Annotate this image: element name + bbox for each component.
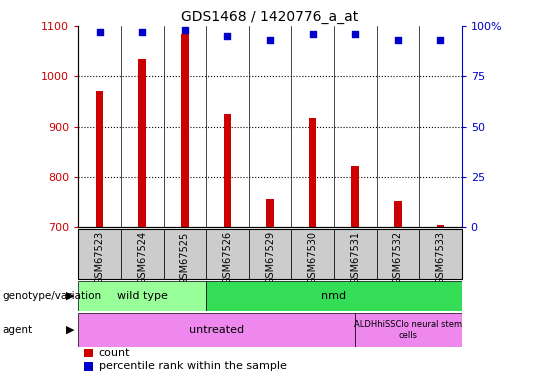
Bar [78,280,206,311]
Text: GSM67532: GSM67532 [393,231,403,284]
Text: GSM67530: GSM67530 [308,231,318,284]
Bar [164,229,206,279]
Text: wild type: wild type [117,291,167,301]
Text: nmd: nmd [321,291,347,301]
Bar [376,229,419,279]
Text: ▶: ▶ [66,325,75,335]
Point [180,27,189,33]
Bar [394,201,402,227]
Text: genotype/variation: genotype/variation [3,291,102,301]
Text: ALDHhiSSClo neural stem
cells: ALDHhiSSClo neural stem cells [354,320,463,340]
Point [308,31,317,37]
Bar [334,229,376,279]
Bar [78,229,121,279]
Text: GSM67531: GSM67531 [350,231,360,284]
Bar [355,313,462,347]
Bar [206,280,462,311]
Bar [309,117,316,227]
Bar [291,229,334,279]
Bar [181,34,188,227]
Text: GSM67523: GSM67523 [94,231,105,284]
Point [436,37,445,43]
Bar [96,92,104,227]
Bar [138,59,146,227]
Point [394,37,402,43]
Text: count: count [99,348,130,358]
Text: GSM67524: GSM67524 [137,231,147,284]
Text: ▶: ▶ [66,291,75,301]
Text: GSM67533: GSM67533 [435,231,445,284]
Text: agent: agent [3,325,33,335]
Point [138,29,146,35]
Point [351,31,360,37]
Bar [224,114,231,227]
Text: untreated: untreated [189,325,244,335]
Bar [419,229,462,279]
Bar [206,229,249,279]
Bar [78,313,355,347]
Text: GSM67525: GSM67525 [180,231,190,285]
Point [223,33,232,39]
Text: GSM67529: GSM67529 [265,231,275,284]
Bar [121,229,164,279]
Bar [266,199,274,227]
Bar [249,229,291,279]
Text: percentile rank within the sample: percentile rank within the sample [99,362,287,371]
Bar [436,225,444,227]
Point [266,37,274,43]
Bar [352,166,359,227]
Point [95,29,104,35]
Text: GSM67526: GSM67526 [222,231,232,284]
Title: GDS1468 / 1420776_a_at: GDS1468 / 1420776_a_at [181,10,359,24]
